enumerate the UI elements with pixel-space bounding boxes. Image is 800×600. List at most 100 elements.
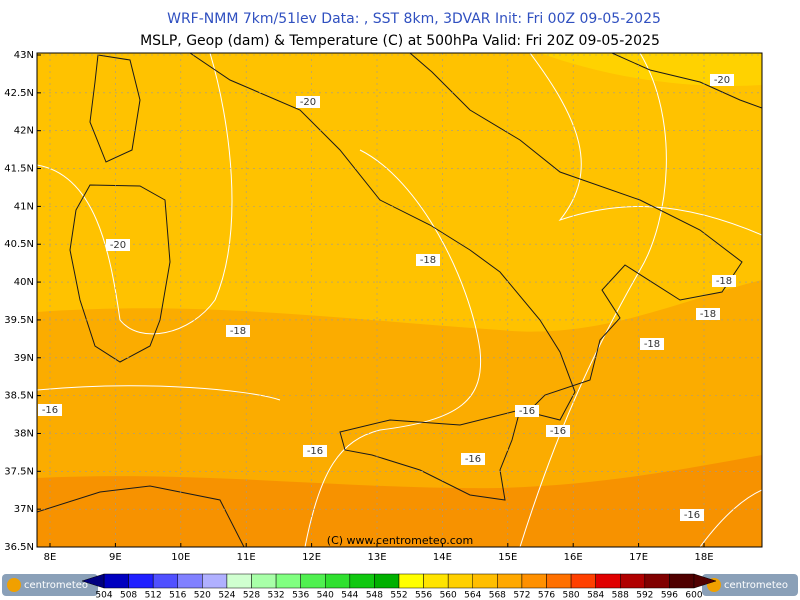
contour-label: -16 xyxy=(42,405,58,416)
legend-value: 504 xyxy=(95,591,112,600)
color-box xyxy=(644,573,670,589)
legend-value: 556 xyxy=(415,591,432,600)
contour-label: -18 xyxy=(700,309,716,320)
color-box xyxy=(521,573,547,589)
contour-label-box xyxy=(38,404,62,416)
copyright: (C) www.centrometeo.com xyxy=(327,534,473,547)
lat-label: 37N xyxy=(14,504,34,515)
color-box xyxy=(325,573,351,589)
lon-label: 9E xyxy=(109,552,122,563)
lon-label: 11E xyxy=(237,552,256,563)
color-box xyxy=(570,573,596,589)
color-box xyxy=(275,573,301,589)
color-arrow xyxy=(81,573,105,589)
legend-value: 524 xyxy=(218,591,235,600)
color-box xyxy=(669,573,695,589)
legend-value: 576 xyxy=(538,591,555,600)
contour-label-box xyxy=(416,254,440,266)
contour-label: -18 xyxy=(230,326,246,337)
color-box xyxy=(103,573,129,589)
legend-value: 540 xyxy=(317,591,334,600)
contour-label: -20 xyxy=(714,75,730,86)
lat-label: 38.5N xyxy=(4,391,34,402)
legend-value: 536 xyxy=(292,591,309,600)
contour-label: -16 xyxy=(550,426,566,437)
color-box xyxy=(374,573,400,589)
contour-label: -18 xyxy=(644,339,660,350)
legend-value: 572 xyxy=(513,591,530,600)
legend-value: 600 xyxy=(685,591,702,600)
contour-label-box xyxy=(106,239,130,251)
contour-labels: -20 -20 -20 -18 -18 -18 -18 -18 -16 -16 -16 -16 -16 -… xyxy=(38,74,736,521)
color-box xyxy=(595,573,621,589)
lon-label: 8E xyxy=(44,552,57,563)
contour-label: -20 xyxy=(300,97,316,108)
contour-label: -18 xyxy=(716,276,732,287)
contour-label: -16 xyxy=(519,406,535,417)
logo-left: centrometeo xyxy=(24,580,88,591)
contour-label-box xyxy=(712,275,736,287)
map: -20 -20 -20 -18 -18 -18 -18 -18 -16 -16 -16 -16 -16 -… xyxy=(4,50,763,563)
lat-label: 37.5N xyxy=(4,466,34,477)
legend-value: 552 xyxy=(390,591,407,600)
color-box xyxy=(128,573,154,589)
color-box xyxy=(202,573,228,589)
contour-label-box xyxy=(546,425,570,437)
contour-label: -16 xyxy=(307,446,323,457)
contour-label-box xyxy=(640,338,664,350)
contour-label-box xyxy=(303,445,327,457)
coastlines xyxy=(37,53,762,547)
legend-value: 580 xyxy=(562,591,579,600)
lon-label: 10E xyxy=(171,552,190,563)
header-line-1: WRF-NMM 7km/51lev Data: , SST 8km, 3DVAR… xyxy=(167,11,661,27)
legend-value: 520 xyxy=(194,591,211,600)
color-box xyxy=(300,573,326,589)
contour-label-box xyxy=(696,308,720,320)
color-box xyxy=(251,573,277,589)
lat-label: 41N xyxy=(14,201,34,212)
legend-value: 560 xyxy=(440,591,457,600)
contour-label-box xyxy=(226,325,250,337)
contour-label-box xyxy=(515,405,539,417)
legend-value: 584 xyxy=(587,591,604,600)
legend-value: 508 xyxy=(120,591,137,600)
graticule xyxy=(37,53,762,547)
lon-label: 16E xyxy=(564,552,583,563)
contour-label: -16 xyxy=(684,510,700,521)
legend-value: 564 xyxy=(464,591,481,600)
lon-label: 14E xyxy=(433,552,452,563)
color-box xyxy=(177,573,203,589)
header-line-2: MSLP, Geop (dam) & Temperature (C) at 50… xyxy=(140,33,660,49)
logo-right: centrometeo xyxy=(724,580,788,591)
legend-value: 528 xyxy=(243,591,260,600)
color-box xyxy=(152,573,179,589)
color-box xyxy=(447,573,473,589)
color-box xyxy=(472,573,498,589)
lat-label: 40.5N xyxy=(4,239,34,250)
legend-value: 568 xyxy=(489,591,506,600)
color-box xyxy=(423,573,449,589)
lat-label: 42N xyxy=(14,126,34,137)
color-box xyxy=(398,573,424,589)
contour-label-box xyxy=(680,509,704,521)
lon-label: 12E xyxy=(302,552,321,563)
legend-value: 596 xyxy=(661,591,678,600)
lon-label: 18E xyxy=(694,552,713,563)
color-box xyxy=(226,573,252,589)
legend-value: 512 xyxy=(145,591,162,600)
contour-label: -18 xyxy=(420,255,436,266)
contour-label-box xyxy=(296,96,320,108)
color-arrow xyxy=(693,573,717,589)
legend-value: 592 xyxy=(636,591,653,600)
map-frame xyxy=(36,52,763,548)
lon-label: 17E xyxy=(629,552,648,563)
lon-label: 15E xyxy=(498,552,517,563)
legend-value: 548 xyxy=(366,591,383,600)
lat-label: 38N xyxy=(14,428,34,439)
color-box xyxy=(349,573,375,589)
isotherms xyxy=(37,53,762,547)
lat-label: 41.5N xyxy=(4,164,34,175)
legend-value: 544 xyxy=(341,591,358,600)
lat-label: 43N xyxy=(14,50,34,61)
